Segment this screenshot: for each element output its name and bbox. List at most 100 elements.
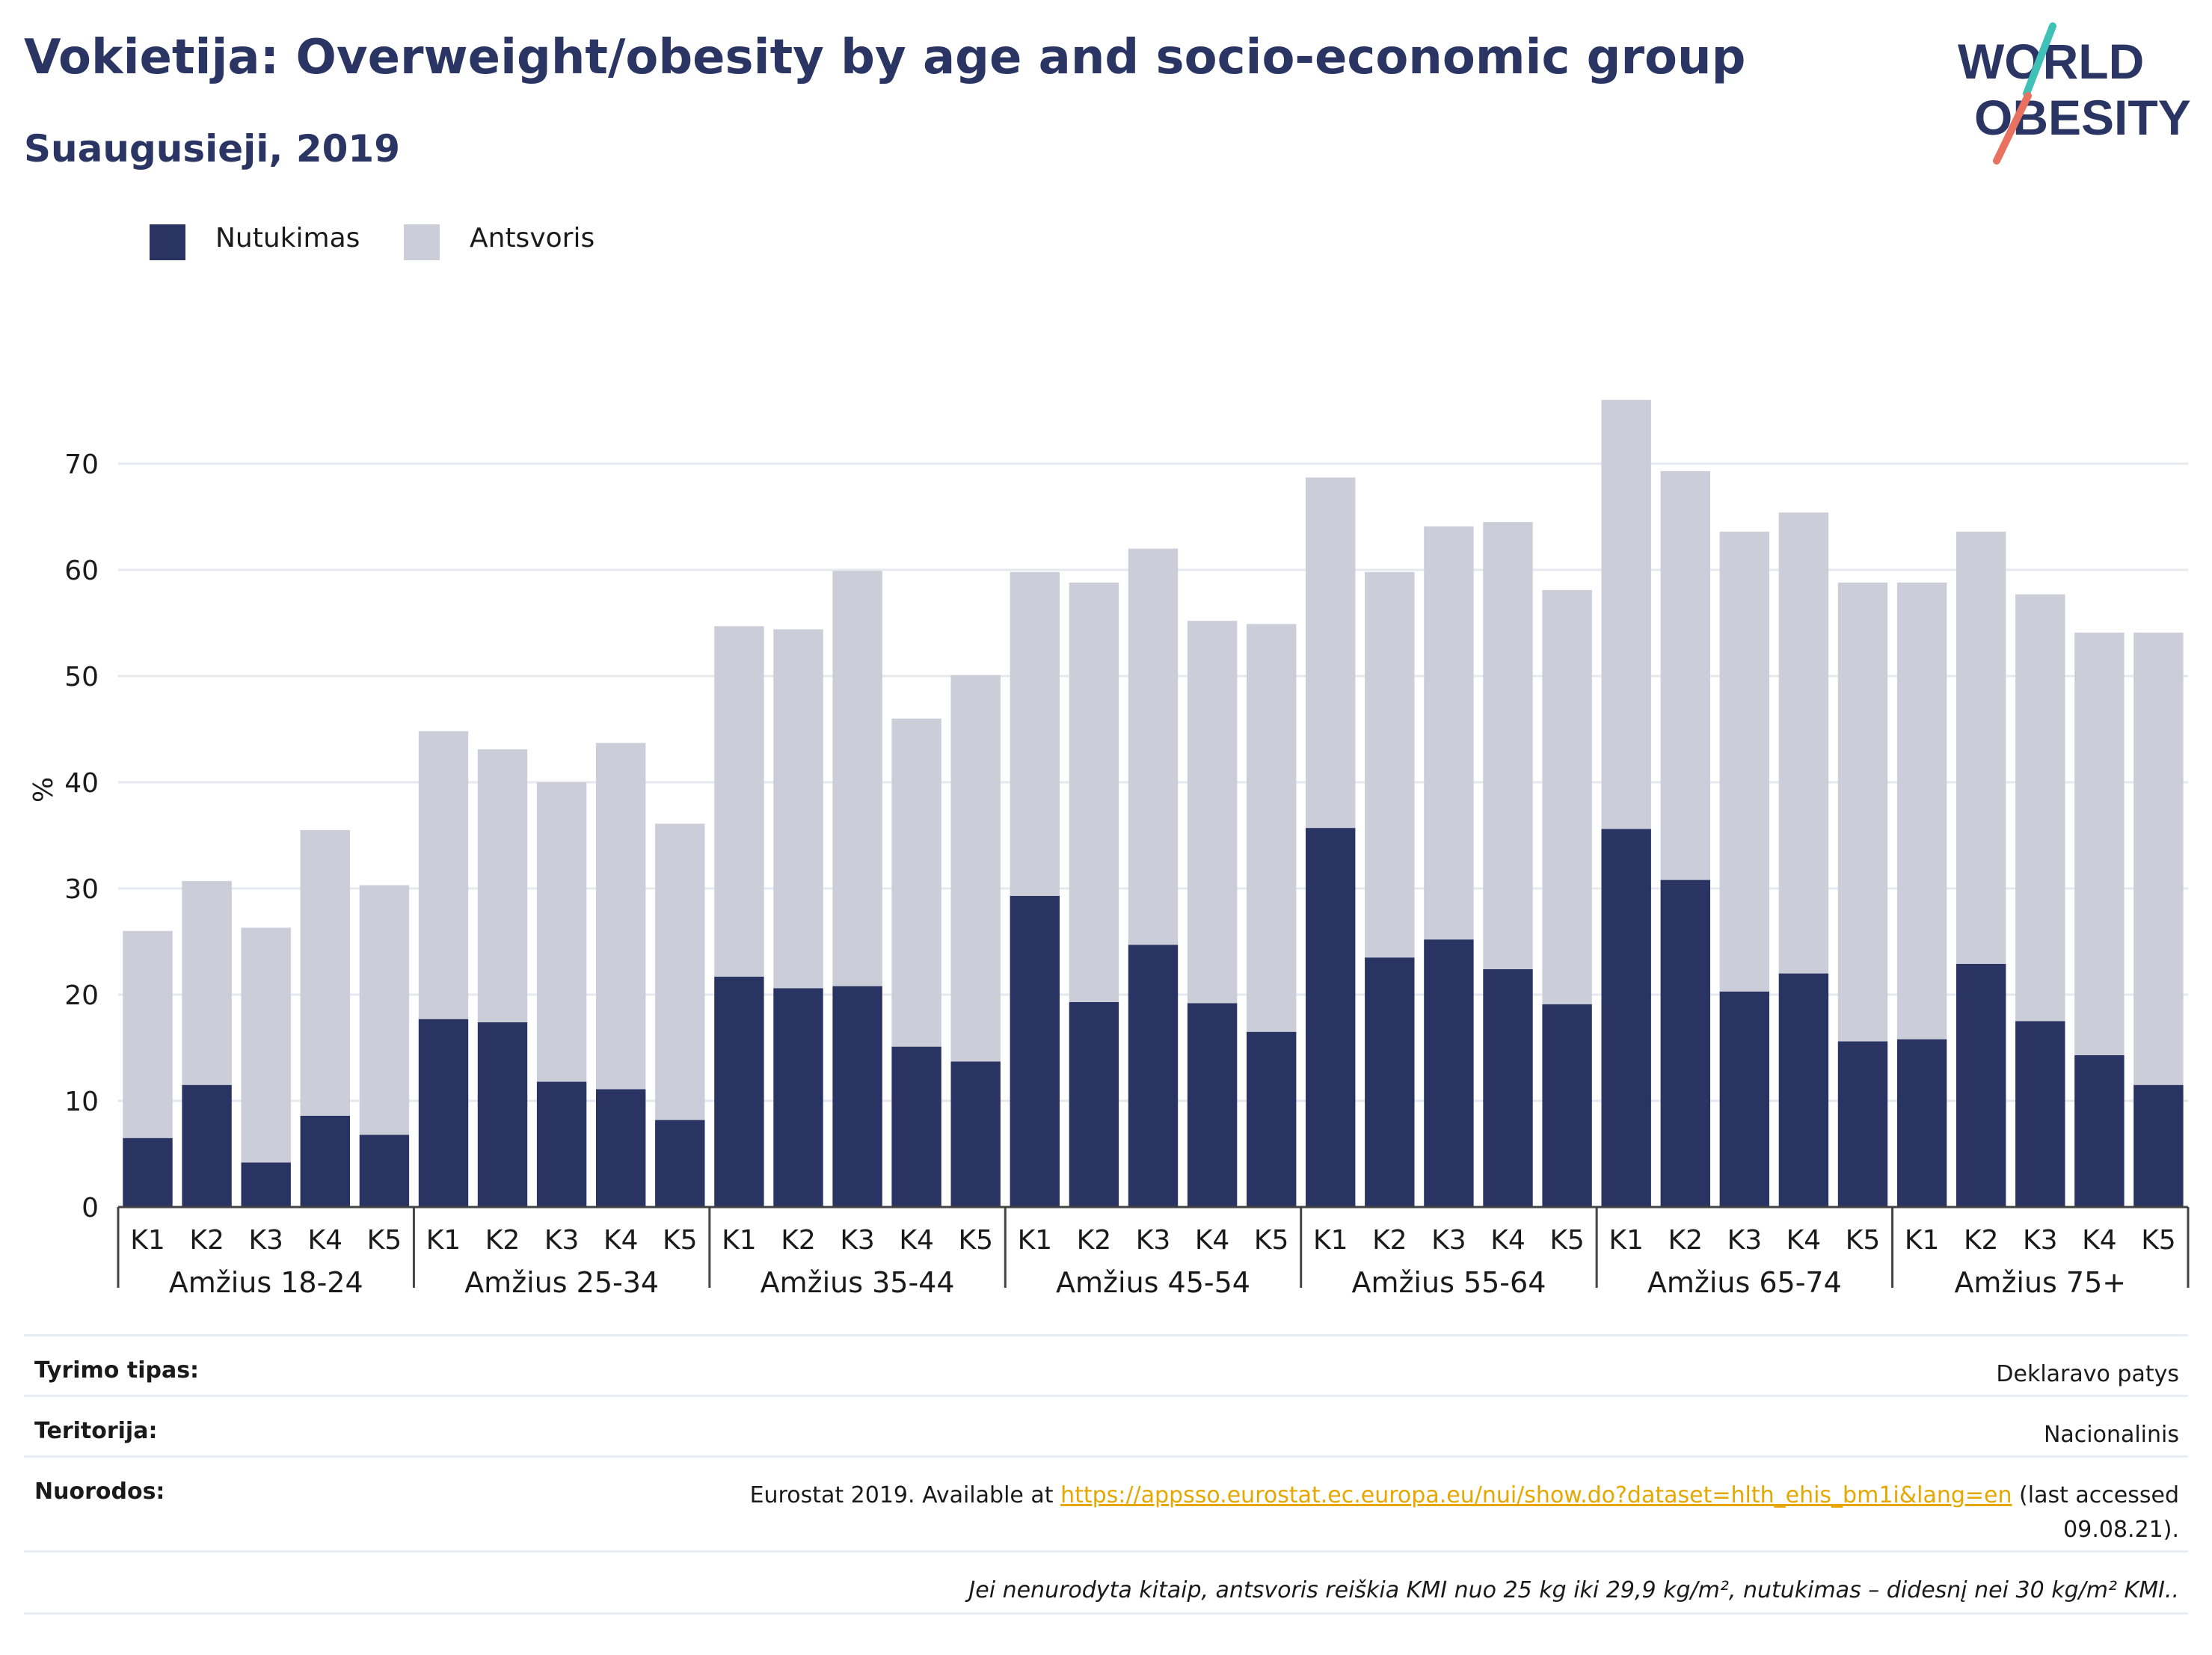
x-tick-label: K4 <box>1490 1225 1526 1256</box>
x-tick-label: K2 <box>1372 1225 1407 1256</box>
bar-nutukimas[interactable] <box>1247 1031 1297 1207</box>
bar-nutukimas[interactable] <box>123 1137 173 1207</box>
bar-nutukimas[interactable] <box>1128 945 1179 1207</box>
bar-nutukimas[interactable] <box>1660 879 1710 1207</box>
bar-antsvoris[interactable] <box>123 930 173 1138</box>
logo-word-world: WORLD <box>1958 34 2144 89</box>
bar-antsvoris[interactable] <box>241 927 291 1163</box>
y-tick-label: 70 <box>64 449 99 480</box>
bar-nutukimas[interactable] <box>1542 1004 1592 1207</box>
y-tick-label: 0 <box>82 1193 99 1223</box>
bar-antsvoris[interactable] <box>832 571 882 986</box>
bar-antsvoris[interactable] <box>596 743 646 1090</box>
bar-antsvoris[interactable] <box>477 749 528 1022</box>
bar-nutukimas[interactable] <box>2133 1084 2184 1207</box>
x-group-label: Amžius 55-64 <box>1351 1266 1546 1299</box>
x-tick-label: K3 <box>248 1225 283 1256</box>
bar-antsvoris[interactable] <box>1306 477 1356 829</box>
bar-nutukimas[interactable] <box>1837 1041 1888 1208</box>
x-tick-label: K5 <box>1549 1225 1585 1256</box>
y-tick-label: 50 <box>64 662 99 693</box>
x-tick-label: K4 <box>899 1225 934 1256</box>
bar-antsvoris[interactable] <box>1542 590 1592 1004</box>
bar-antsvoris[interactable] <box>1247 624 1297 1032</box>
bar-nutukimas[interactable] <box>891 1046 941 1207</box>
footer-value-territory: Nacionalinis <box>2043 1422 2179 1448</box>
bar-antsvoris[interactable] <box>1128 548 1179 945</box>
bar-nutukimas[interactable] <box>1778 973 1829 1207</box>
bar-nutukimas[interactable] <box>300 1115 350 1207</box>
bar-nutukimas[interactable] <box>1069 1001 1119 1207</box>
x-tick-label: K3 <box>1727 1225 1763 1256</box>
bar-antsvoris[interactable] <box>714 626 764 977</box>
bar-nutukimas[interactable] <box>182 1084 232 1207</box>
bar-nutukimas[interactable] <box>596 1089 646 1207</box>
bar-antsvoris[interactable] <box>1778 512 1829 974</box>
bar-nutukimas[interactable] <box>1010 895 1060 1207</box>
bar-antsvoris[interactable] <box>536 782 587 1082</box>
bar-antsvoris[interactable] <box>300 829 350 1116</box>
bar-nutukimas[interactable] <box>714 976 764 1207</box>
reference-link[interactable]: https://appsso.eurostat.ec.europa.eu/nui… <box>1060 1482 2012 1508</box>
y-tick-label: 20 <box>64 980 99 1011</box>
bar-antsvoris[interactable] <box>1483 522 1533 969</box>
bar-nutukimas[interactable] <box>655 1120 705 1207</box>
bar-nutukimas[interactable] <box>1896 1039 1947 1207</box>
x-tick-label: K4 <box>2082 1225 2117 1256</box>
bar-nutukimas[interactable] <box>1719 991 1769 1207</box>
bar-antsvoris[interactable] <box>1956 531 2006 964</box>
bar-nutukimas[interactable] <box>477 1022 528 1207</box>
bar-antsvoris[interactable] <box>1896 583 1947 1040</box>
bar-nutukimas[interactable] <box>950 1061 1001 1208</box>
bar-nutukimas[interactable] <box>1483 968 1533 1207</box>
bar-antsvoris[interactable] <box>655 823 705 1120</box>
bar-nutukimas[interactable] <box>832 986 882 1207</box>
bar-antsvoris[interactable] <box>1601 399 1651 829</box>
x-tick-label: K5 <box>958 1225 993 1256</box>
bar-antsvoris[interactable] <box>1660 470 1710 880</box>
bar-antsvoris[interactable] <box>773 629 823 989</box>
bar-antsvoris[interactable] <box>2015 594 2065 1022</box>
footer-row-territory: Teritorija: Nacionalinis <box>24 1395 2188 1455</box>
x-tick-label: K1 <box>1313 1225 1348 1256</box>
bar-antsvoris[interactable] <box>2074 632 2125 1055</box>
bar-nutukimas[interactable] <box>2015 1021 2065 1208</box>
bar-antsvoris[interactable] <box>1069 583 1119 1002</box>
world-obesity-logo: WORLD OBESITY <box>1958 22 2191 165</box>
x-tick-label: K2 <box>189 1225 224 1256</box>
x-tick-label: K5 <box>1254 1225 1289 1256</box>
footer-label-references: Nuorodos: <box>34 1479 165 1505</box>
x-tick-label: K1 <box>1905 1225 1940 1256</box>
bar-antsvoris[interactable] <box>1837 583 1888 1042</box>
bar-nutukimas[interactable] <box>1365 957 1415 1207</box>
chart-subtitle: Suaugusieji, 2019 <box>24 127 400 171</box>
bar-nutukimas[interactable] <box>241 1162 291 1207</box>
y-tick-label: 30 <box>64 874 99 905</box>
bar-antsvoris[interactable] <box>418 731 469 1019</box>
bar-nutukimas[interactable] <box>2074 1054 2125 1207</box>
bar-nutukimas[interactable] <box>1187 1003 1238 1207</box>
bar-nutukimas[interactable] <box>536 1081 587 1207</box>
x-tick-label: K2 <box>781 1225 816 1256</box>
bar-antsvoris[interactable] <box>359 885 410 1135</box>
bar-antsvoris[interactable] <box>1365 571 1415 958</box>
bar-antsvoris[interactable] <box>891 718 941 1047</box>
bar-nutukimas[interactable] <box>1956 963 2006 1207</box>
bar-antsvoris[interactable] <box>1010 571 1060 896</box>
bar-antsvoris[interactable] <box>950 675 1001 1062</box>
bar-antsvoris[interactable] <box>2133 632 2184 1085</box>
bar-antsvoris[interactable] <box>1719 531 1769 992</box>
bar-nutukimas[interactable] <box>773 988 823 1208</box>
bar-nutukimas[interactable] <box>359 1134 410 1207</box>
x-tick-label: K2 <box>1077 1225 1112 1256</box>
bar-antsvoris[interactable] <box>182 881 232 1085</box>
x-tick-label: K5 <box>367 1225 402 1256</box>
bar-nutukimas[interactable] <box>1306 828 1356 1207</box>
x-tick-label: K1 <box>1018 1225 1053 1256</box>
x-tick-label: K2 <box>1964 1225 1999 1256</box>
bar-nutukimas[interactable] <box>1601 829 1651 1208</box>
bar-nutukimas[interactable] <box>418 1019 469 1207</box>
bar-nutukimas[interactable] <box>1424 939 1474 1207</box>
bar-antsvoris[interactable] <box>1187 621 1238 1004</box>
bar-antsvoris[interactable] <box>1424 526 1474 940</box>
